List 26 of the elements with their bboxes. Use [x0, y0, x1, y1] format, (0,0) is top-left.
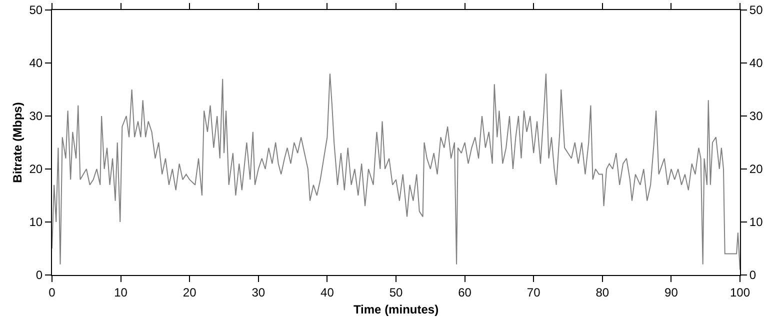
x-axis-title: Time (minutes): [353, 302, 439, 316]
line-series: [52, 73, 740, 270]
y-axis-title: Bitrate (Mbps): [10, 102, 25, 183]
y-tick-label: 40: [29, 56, 43, 70]
x-tick-label: 10: [114, 285, 128, 300]
y-tick-label: 0: [36, 268, 43, 282]
y2-tick-label: 50: [749, 3, 764, 18]
y2-tick-label: 0: [749, 268, 756, 282]
x-tick-label: 30: [252, 285, 266, 300]
x-tick-label: 0: [48, 285, 56, 300]
y-tick-label: 30: [29, 109, 43, 124]
x-tick-label: 60: [458, 285, 472, 300]
x-tick-label: 70: [526, 285, 541, 300]
y2-tick-label: 30: [749, 109, 764, 124]
x-tick-label: 50: [389, 285, 403, 300]
x-tick-label: 90: [664, 285, 678, 300]
y-tick-label: 50: [29, 3, 43, 18]
y-tick-label: 10: [29, 215, 43, 230]
x-tick-label: 40: [320, 285, 334, 300]
y2-tick-label: 10: [749, 215, 764, 230]
x-tick-label: 80: [596, 285, 610, 300]
y-tick-label: 20: [29, 162, 43, 176]
y2-tick-label: 20: [749, 162, 764, 176]
y2-tick-label: 40: [749, 56, 764, 70]
x-tick-label: 100: [730, 285, 750, 300]
x-tick-label: 20: [182, 285, 197, 300]
